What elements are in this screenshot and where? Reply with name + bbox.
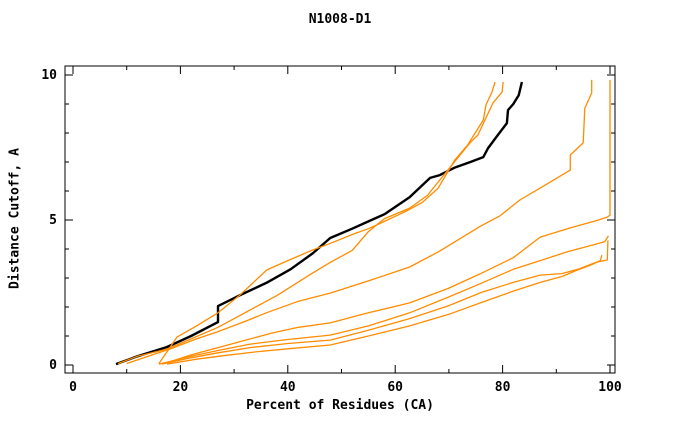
chart-title: N1008-D1 bbox=[308, 12, 372, 27]
x-tick-label: 80 bbox=[495, 380, 511, 395]
series-model-5 bbox=[158, 235, 609, 365]
x-tick-label: 0 bbox=[69, 380, 77, 395]
series-model-6 bbox=[161, 240, 609, 365]
y-tick-label: 0 bbox=[49, 358, 57, 373]
x-tick-label: 60 bbox=[387, 380, 403, 395]
plot-frame bbox=[64, 65, 616, 374]
series-model-2 bbox=[117, 81, 504, 365]
x-axis-label: Percent of Residues (CA) bbox=[246, 398, 434, 413]
series-target-black bbox=[115, 81, 524, 366]
x-tick-label: 20 bbox=[173, 380, 189, 395]
series-model-3 bbox=[126, 79, 593, 365]
y-tick-label: 10 bbox=[41, 68, 57, 83]
y-tick-label: 5 bbox=[49, 213, 57, 228]
series-model-1 bbox=[158, 81, 496, 364]
x-tick-label: 100 bbox=[598, 380, 622, 395]
series-model-4 bbox=[164, 79, 611, 365]
series-model-7 bbox=[166, 254, 603, 365]
x-tick-label: 40 bbox=[280, 380, 296, 395]
